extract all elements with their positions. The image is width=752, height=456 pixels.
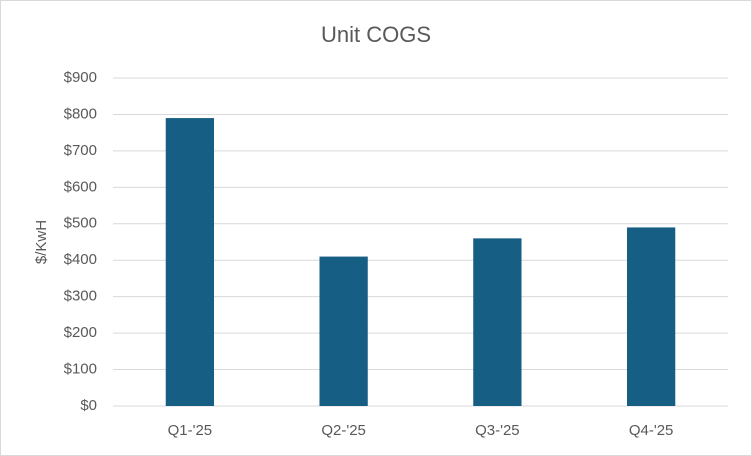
- y-tick-label: $900: [64, 69, 97, 86]
- y-tick-label: $400: [64, 251, 97, 268]
- bar: [319, 256, 368, 406]
- y-tick-label: $700: [64, 142, 97, 159]
- bar: [473, 238, 522, 406]
- y-tick-label: $600: [64, 178, 97, 195]
- x-tick-label: Q4-'25: [629, 422, 674, 439]
- x-tick-label: Q2-'25: [321, 422, 366, 439]
- bar: [626, 227, 676, 406]
- y-tick-label: $100: [64, 361, 97, 378]
- y-tick-label: $500: [64, 215, 97, 232]
- chart-title: Unit COGS: [321, 22, 431, 47]
- x-tick-label: Q3-'25: [475, 422, 520, 439]
- x-tick-label: Q1-'25: [168, 422, 213, 439]
- y-tick-label: $300: [64, 288, 97, 305]
- y-tick-label: $0: [80, 397, 97, 414]
- bar: [165, 118, 215, 406]
- y-tick-label: $800: [64, 105, 97, 122]
- y-tick-label: $200: [64, 324, 97, 341]
- y-axis-label: $/KwH: [33, 220, 50, 264]
